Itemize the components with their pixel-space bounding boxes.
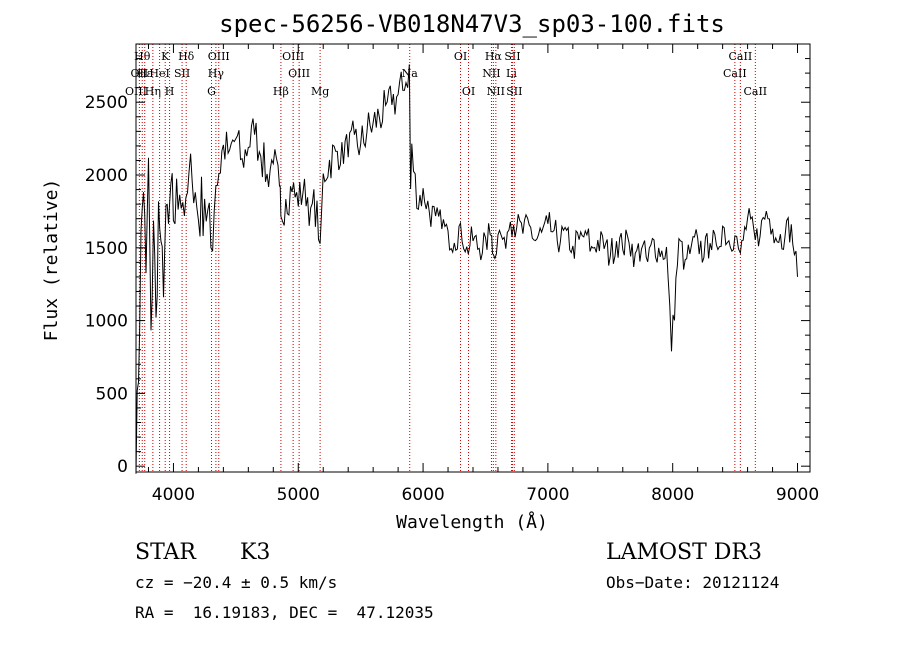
spectrum-series <box>135 64 798 474</box>
line-marker-label: OI <box>454 50 467 63</box>
spectrum-line <box>135 64 798 474</box>
y-axis-label: Flux (relative) <box>41 179 62 342</box>
x-tick-label: 5000 <box>277 485 320 505</box>
line-marker-label: CaII <box>723 67 747 80</box>
y-tick-label: 1500 <box>85 239 128 259</box>
line-marker-label: H <box>165 85 175 98</box>
redshift-text: cz = −20.4 ± 0.5 km/s <box>135 573 338 592</box>
line-marker-label: G <box>207 85 216 98</box>
y-tick-label: 2500 <box>85 93 128 113</box>
survey-name: LAMOST DR3 <box>606 540 762 565</box>
y-tick-label: 0 <box>117 457 128 477</box>
line-marker-label: SII <box>174 67 190 80</box>
y-axis: 0 500 1000 1500 2000 2500 <box>85 58 810 477</box>
object-class: STAR <box>135 540 196 565</box>
x-tick-label: 9000 <box>776 485 819 505</box>
line-marker-label: HeI <box>149 67 169 80</box>
line-marker-label: OIII <box>208 50 230 63</box>
y-tick-label: 500 <box>96 384 128 404</box>
line-marker-label: SII <box>504 50 520 63</box>
line-marker-label: NII <box>487 85 505 98</box>
line-marker-label: Hα <box>485 50 503 63</box>
line-marker-label: CaII <box>729 50 753 63</box>
x-tick-label: 8000 <box>651 485 694 505</box>
x-tick-label: 6000 <box>401 485 444 505</box>
line-marker-label: Hθ <box>134 50 151 63</box>
object-subclass: K3 <box>240 540 271 565</box>
chart-title: spec-56256-VB018N47V3_sp03-100.fits <box>219 10 725 38</box>
line-marker-label: OIII <box>288 67 310 80</box>
line-marker-label: Hβ <box>273 85 289 98</box>
obs-date-text: Obs−Date: 20121124 <box>606 573 780 592</box>
line-marker-label: Hε <box>137 67 153 80</box>
line-marker-label: Li <box>506 67 517 80</box>
line-marker-label: Hδ <box>178 50 195 63</box>
x-axis-label: Wavelength (Å) <box>396 511 548 533</box>
x-tick-label: 7000 <box>526 485 569 505</box>
line-marker-label: Hη <box>145 85 161 98</box>
line-marker-label: OIII <box>282 50 304 63</box>
line-marker-label: Mg <box>311 85 329 98</box>
x-axis: 4000 5000 6000 7000 8000 9000 <box>147 44 819 505</box>
x-tick-label: 4000 <box>152 485 195 505</box>
line-marker-label: Na <box>402 67 419 80</box>
line-marker-label: Hγ <box>208 67 225 80</box>
line-marker-label: NII <box>482 67 500 80</box>
y-tick-label: 1000 <box>85 312 128 332</box>
line-marker-label: K <box>161 50 170 63</box>
line-marker-label: OI <box>462 85 475 98</box>
y-tick-label: 2000 <box>85 166 128 186</box>
line-marker-label: SII <box>506 85 522 98</box>
coordinates-text: RA = 16.19183, DEC = 47.12035 <box>135 603 434 622</box>
line-marker-label: CaII <box>743 85 767 98</box>
